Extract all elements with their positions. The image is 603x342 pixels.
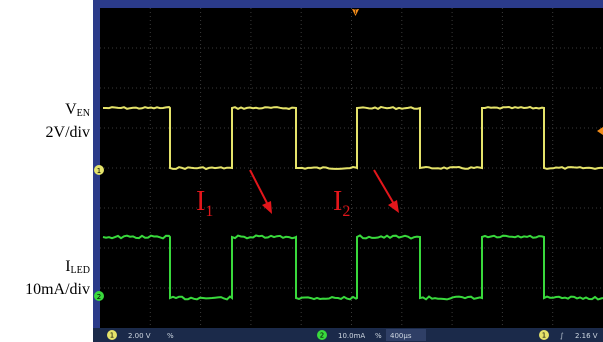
svg-text:2: 2 [97,293,101,301]
svg-text:%: % [375,332,382,340]
ch2-scale: 10mA/div [25,281,90,298]
ch1-ground-marker[interactable]: 1 [94,165,104,175]
ch1-waveform [103,105,603,171]
svg-text:1: 1 [110,332,114,340]
annotation-i1: I1 [196,186,214,221]
status-bar: 1 2.00 V % 2 10.0mA % 400µs 1 ∫ 2.16 V [93,328,603,342]
ch2-status[interactable]: 2 10.0mA % [317,330,382,340]
svg-text:10.0mA: 10.0mA [338,332,365,340]
ch1-status[interactable]: 1 2.00 V % [107,330,174,340]
ch2-ground-marker[interactable]: 2 [94,291,104,301]
trigger-position-marker[interactable]: T [352,9,359,16]
svg-text:∫: ∫ [560,332,564,340]
trigger-status[interactable]: 1 ∫ 2.16 V [539,330,598,340]
timebase-readout[interactable]: 400µs [386,329,426,341]
ch1-scale: 2V/div [45,124,90,141]
ch2-waveform [102,234,603,301]
ch2-label: ILED 10mA/div [25,258,90,298]
svg-text:2.16 V: 2.16 V [575,332,598,340]
svg-text:2.00 V: 2.00 V [128,332,151,340]
arrow-1 [249,169,272,214]
svg-text:%: % [167,332,174,340]
svg-text:T: T [353,9,358,16]
svg-text:2: 2 [320,332,324,340]
svg-text:1: 1 [97,167,101,175]
svg-text:400µs: 400µs [390,332,412,340]
arrow-2 [373,169,399,213]
svg-text:1: 1 [542,332,546,340]
trigger-level-marker[interactable] [597,127,603,135]
annotation-i2: I2 [333,186,351,221]
ch1-label: VEN 2V/div [45,101,90,141]
